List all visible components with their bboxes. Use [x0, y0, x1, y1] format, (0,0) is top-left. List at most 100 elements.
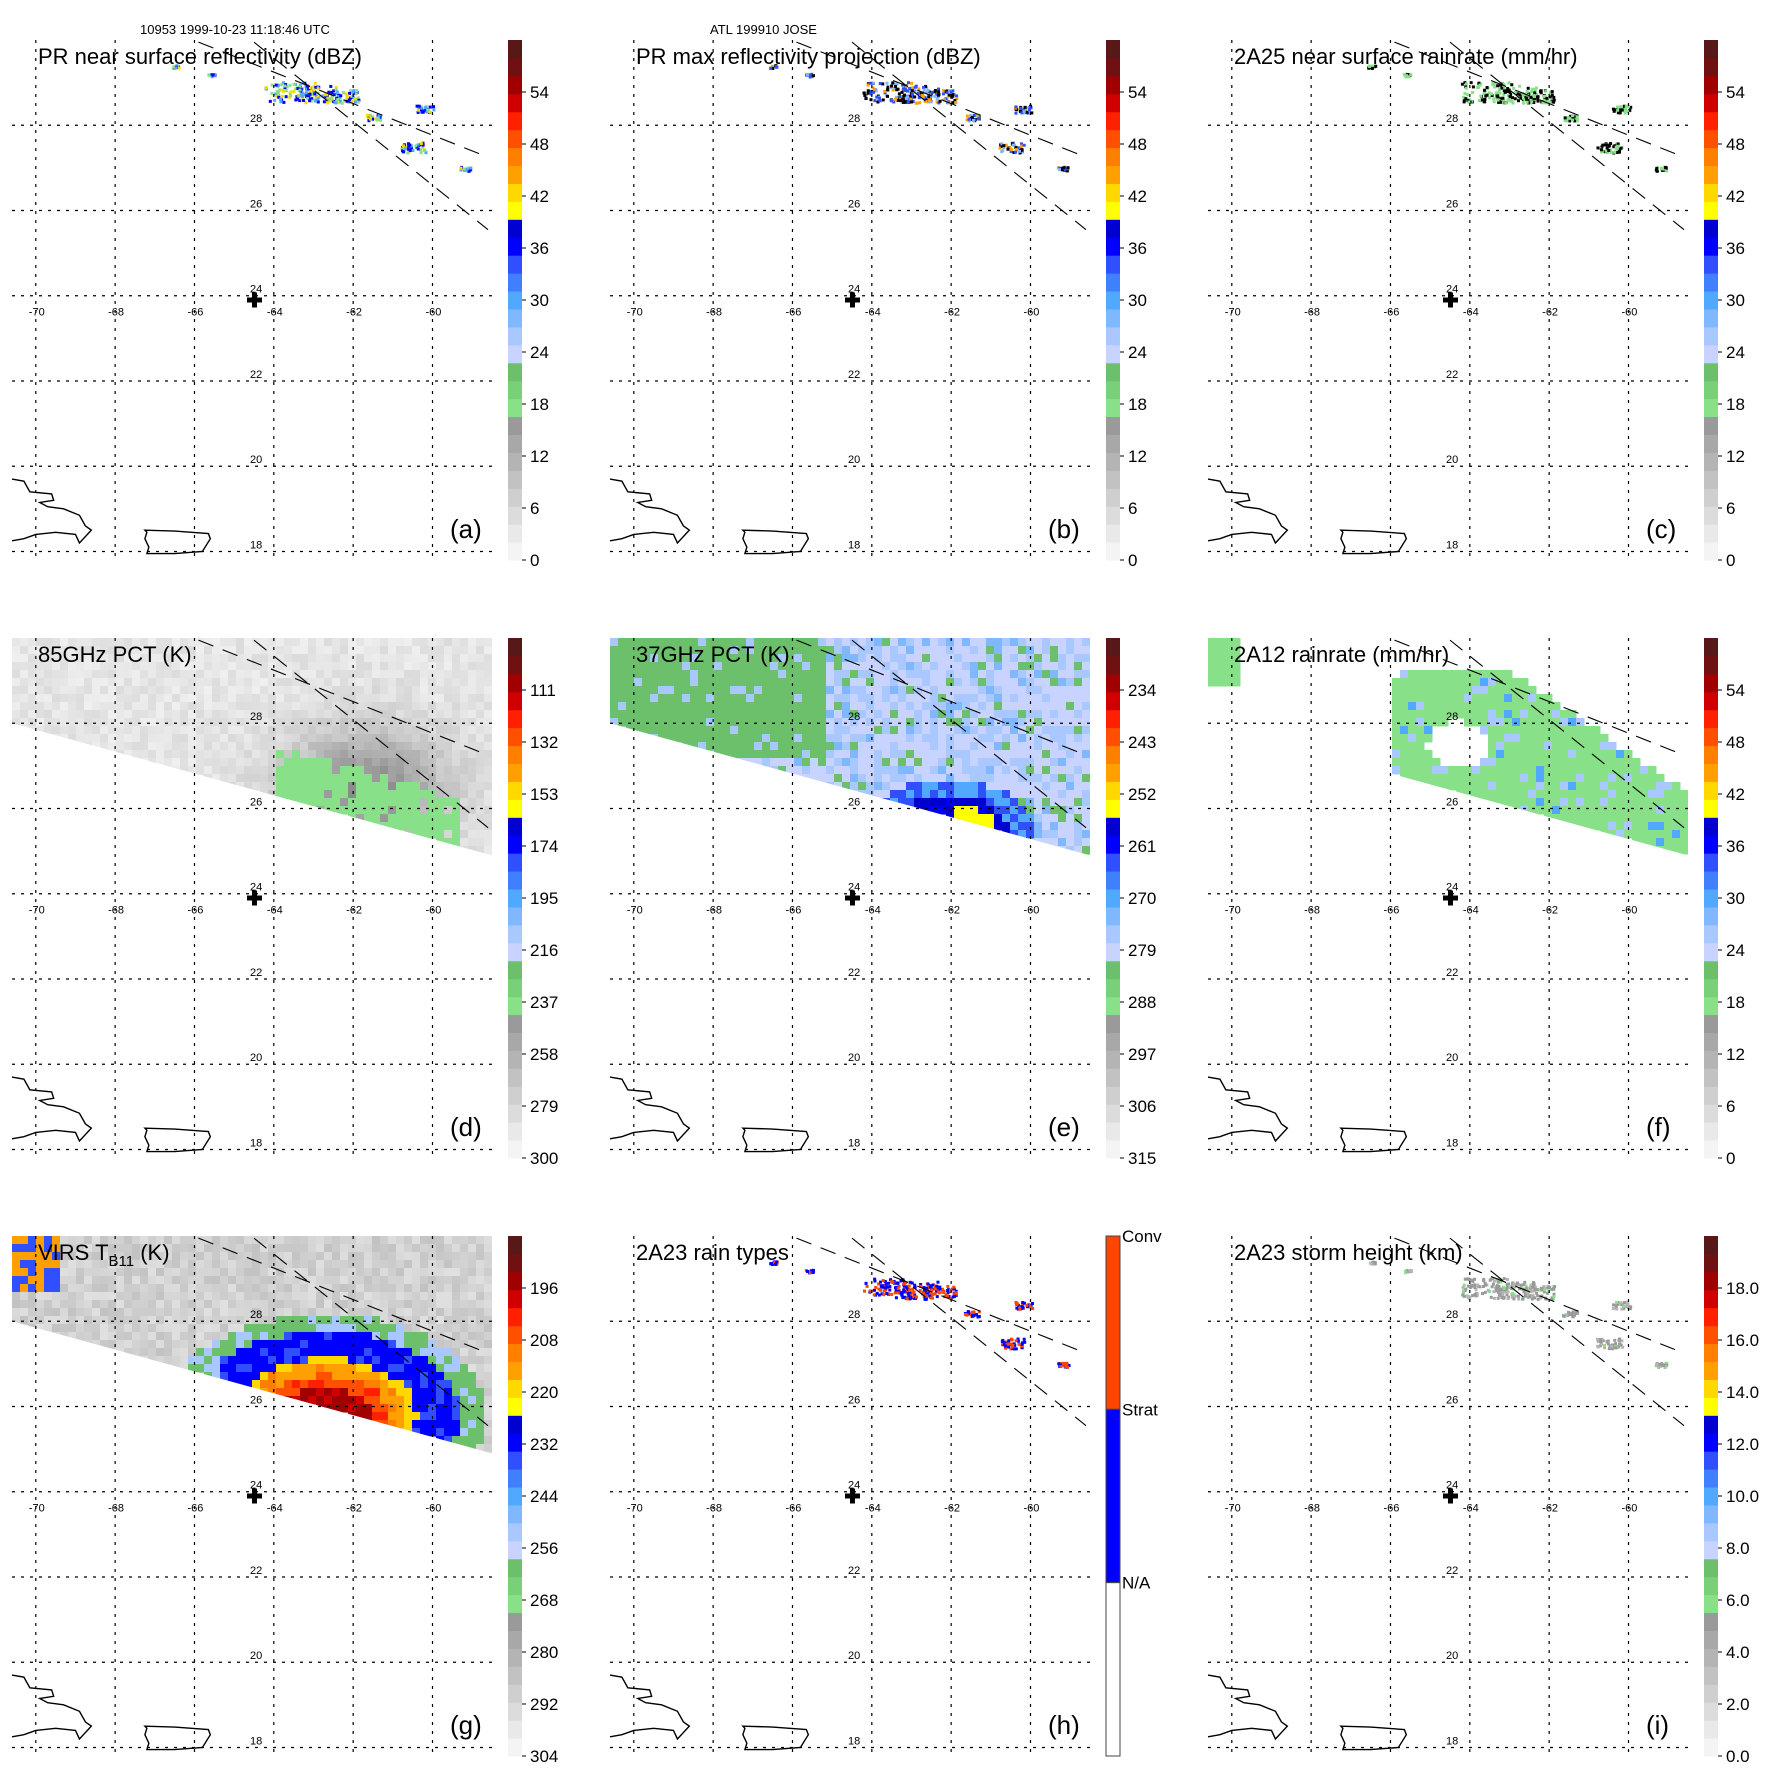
- echo-pixel: [866, 91, 870, 95]
- field-cell: [484, 654, 492, 663]
- colorbar-swatch: [1106, 655, 1120, 675]
- field-cell: [412, 758, 421, 767]
- field-cell: [484, 838, 492, 847]
- storm-id: ATL 199910 JOSE: [710, 22, 817, 37]
- field-cell: [372, 774, 381, 783]
- field-cell: [188, 686, 197, 695]
- field-cell: [436, 742, 445, 751]
- echo-pixel: [1543, 94, 1547, 98]
- field-cell: [156, 718, 165, 727]
- echo-pixel: [310, 97, 314, 101]
- field-cell: [28, 1252, 37, 1261]
- field-cell: [484, 662, 492, 671]
- field-cell: [308, 654, 317, 663]
- field-cell: [468, 670, 477, 679]
- lon-tick-label: -62: [944, 905, 960, 917]
- field-cell: [962, 766, 971, 775]
- field-cell: [452, 822, 461, 831]
- field-cell: [1050, 638, 1059, 647]
- field-cell: [44, 654, 53, 663]
- field-cell: [1680, 830, 1688, 839]
- field-cell: [634, 710, 643, 719]
- field-cell: [308, 758, 317, 767]
- field-cell: [858, 638, 867, 647]
- field-cell: [1664, 790, 1673, 799]
- panel-title: 37GHz PCT (K): [636, 642, 790, 667]
- lon-tick-label: -68: [108, 307, 124, 319]
- field-cell: [1042, 742, 1051, 751]
- field-cell: [970, 678, 979, 687]
- echo-pixel: [1518, 84, 1522, 88]
- echo-pixel: [350, 94, 354, 98]
- field-cell: [60, 1268, 69, 1277]
- field-cell: [1074, 798, 1083, 807]
- field-cell: [332, 662, 341, 671]
- field-cell: [1074, 830, 1083, 839]
- field-cell: [786, 758, 795, 767]
- field-cell: [922, 670, 931, 679]
- field-cell: [188, 1300, 197, 1309]
- field-cell: [754, 750, 763, 759]
- field-cell: [372, 742, 381, 751]
- echo-pixel: [307, 87, 311, 91]
- field-cell: [228, 1364, 237, 1373]
- field-cell: [1568, 790, 1577, 799]
- field-cell: [1584, 726, 1593, 735]
- field-cell: [340, 646, 349, 655]
- field-cell: [84, 670, 93, 679]
- field-cell: [1680, 798, 1688, 807]
- panel-label: (d): [450, 1112, 482, 1142]
- lat-tick-label: 22: [250, 369, 262, 381]
- echo-pixel: [906, 81, 910, 85]
- field-cell: [994, 646, 1003, 655]
- field-cell: [1082, 670, 1090, 679]
- field-cell: [618, 670, 627, 679]
- echo-pixel: [301, 94, 305, 98]
- field-cell: [428, 686, 437, 695]
- field-cell: [1002, 662, 1011, 671]
- colorbar-swatch: [1704, 889, 1718, 908]
- field-cell: [1504, 694, 1513, 703]
- echo-pixel: [1490, 94, 1494, 98]
- lat-tick-label: 18: [1446, 1137, 1458, 1149]
- colorbar-swatch: [1704, 924, 1718, 944]
- field-cell: [1552, 710, 1561, 719]
- field-cell: [810, 670, 819, 679]
- field-cell: [1672, 798, 1681, 807]
- field-cell: [1074, 822, 1083, 831]
- field-cell: [68, 1252, 77, 1261]
- field-cell: [484, 782, 492, 791]
- echo-pixel: [1497, 90, 1501, 94]
- field-cell: [898, 646, 907, 655]
- field-cell: [1680, 806, 1688, 815]
- field-cell: [140, 726, 149, 735]
- field-cell: [1512, 806, 1521, 815]
- field-cell: [922, 646, 931, 655]
- field-cell: [332, 646, 341, 655]
- field-cell: [196, 662, 205, 671]
- field-cell: [1488, 702, 1497, 711]
- field-cell: [396, 702, 405, 711]
- field-cell: [292, 782, 301, 791]
- field-cell: [36, 662, 45, 671]
- field-cell: [1472, 694, 1481, 703]
- field-cell: [970, 694, 979, 703]
- field-cell: [1010, 822, 1019, 831]
- field-cell: [268, 1332, 277, 1341]
- echo-pixel: [1000, 144, 1004, 148]
- echo-pixel: [942, 98, 946, 102]
- field-cell: [1616, 822, 1625, 831]
- field-cell: [316, 1260, 325, 1269]
- colorbar-tick-label: 153: [530, 785, 558, 804]
- echo-pixel: [1406, 73, 1410, 77]
- echo-pixel: [895, 82, 899, 86]
- field-cell: [316, 694, 325, 703]
- field-cell: [228, 1348, 237, 1357]
- echo-pixel: [894, 97, 898, 101]
- field-cell: [92, 670, 101, 679]
- colorbar-swatch: [1106, 57, 1120, 77]
- field-cell: [124, 1324, 133, 1333]
- field-cell: [1504, 726, 1513, 735]
- field-cell: [826, 758, 835, 767]
- field-cell: [698, 710, 707, 719]
